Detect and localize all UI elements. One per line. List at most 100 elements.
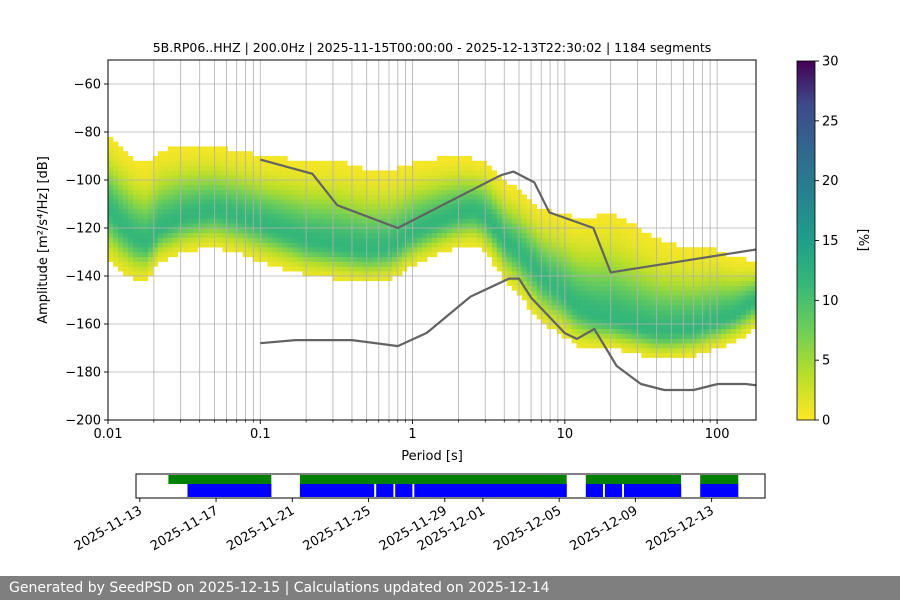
heatmap-cell [681, 352, 687, 358]
heatmap-cell [422, 218, 428, 224]
heatmap-cell [471, 189, 478, 195]
heatmap-cell [122, 165, 129, 171]
heatmap-cell [247, 232, 253, 238]
heatmap-cell [506, 242, 513, 248]
heatmap-cell [122, 237, 129, 243]
heatmap-cell [506, 189, 513, 195]
heatmap-cell [117, 223, 124, 229]
heatmap-cell [521, 261, 527, 267]
heatmap-cell [232, 199, 238, 205]
heatmap-cell [422, 194, 428, 200]
heatmap-cell [357, 276, 363, 282]
heatmap-cell [656, 319, 662, 325]
heatmap-cell [212, 189, 218, 195]
heatmap-cell [626, 295, 632, 301]
heatmap-cell [297, 261, 303, 267]
x-tick-label: 100 [705, 427, 730, 442]
heatmap-cell [686, 247, 692, 253]
heatmap-cell [531, 271, 537, 277]
heatmap-cell [576, 261, 582, 267]
heatmap-cell [112, 156, 119, 162]
heatmap-cell [212, 160, 218, 166]
heatmap-cell [297, 232, 303, 238]
heatmap-cell [108, 175, 114, 181]
heatmap-cell [337, 165, 343, 171]
heatmap-cell [347, 199, 353, 205]
heatmap-cell [142, 199, 149, 205]
heatmap-cell [621, 328, 627, 334]
heatmap-cell [746, 290, 752, 296]
heatmap-cell [312, 256, 318, 262]
heatmap-cell [651, 333, 657, 339]
heatmap-cell [521, 256, 527, 262]
heatmap-cell [706, 271, 712, 277]
heatmap-cell [461, 237, 468, 243]
heatmap-cell [681, 348, 687, 354]
heatmap-cell [187, 189, 194, 195]
heatmap-cell [367, 208, 373, 214]
heatmap-cell [422, 189, 428, 195]
heatmap-cell [476, 208, 483, 214]
heatmap-cell [601, 304, 607, 310]
heatmap-cell [586, 247, 592, 253]
heatmap-cell [576, 252, 582, 258]
heatmap-cell [422, 160, 428, 166]
heatmap-cell [392, 208, 398, 214]
heatmap-cell [601, 213, 607, 219]
heatmap-cell [157, 213, 164, 219]
heatmap-cell [342, 242, 348, 248]
heatmap-cell [476, 218, 483, 224]
heatmap-cell [591, 309, 597, 315]
heatmap-cell [337, 271, 343, 277]
heatmap-cell [342, 199, 348, 205]
heatmap-cell [312, 160, 318, 166]
heatmap-cell [606, 247, 612, 253]
heatmap-cell [736, 285, 742, 291]
heatmap-cell [202, 189, 208, 195]
heatmap-cell [422, 232, 428, 238]
heatmap-cell [696, 295, 702, 301]
heatmap-cell [317, 204, 323, 210]
heatmap-cell [496, 247, 503, 253]
heatmap-cell [506, 256, 513, 262]
heatmap-cell [167, 189, 174, 195]
heatmap-cell [157, 194, 164, 200]
heatmap-cell [432, 170, 438, 176]
heatmap-cell [292, 160, 298, 166]
heatmap-cell [392, 175, 398, 181]
curve-nhnm [260, 158, 756, 274]
heatmap-cell [392, 194, 398, 200]
heatmap-cell [332, 256, 338, 262]
psd-heatmap [108, 136, 756, 358]
heatmap-cell [656, 252, 662, 258]
heatmap-cell [536, 280, 542, 286]
heatmap-cell [561, 213, 567, 219]
heatmap-cell [471, 237, 478, 243]
heatmap-cell [352, 247, 358, 253]
heatmap-cell [207, 184, 213, 190]
heatmap-cell [571, 300, 577, 306]
heatmap-cell [681, 333, 687, 339]
heatmap-cell [681, 261, 687, 267]
heatmap-cell [412, 204, 418, 210]
heatmap-cell [387, 218, 393, 224]
heatmap-cell [486, 218, 493, 224]
heatmap-cell [182, 160, 189, 166]
heatmap-cell [427, 189, 433, 195]
heatmap-cell [526, 276, 532, 282]
heatmap-cell [417, 199, 423, 205]
heatmap-cell [706, 256, 712, 262]
heatmap-cell [422, 223, 428, 229]
heatmap-cell [656, 304, 662, 310]
heatmap-cell [521, 237, 527, 243]
heatmap-cell [616, 228, 622, 234]
heatmap-cell [546, 266, 552, 272]
heatmap-cell [696, 328, 702, 334]
grid [107, 60, 756, 421]
heatmap-cell [137, 228, 144, 234]
heatmap-cell [541, 213, 547, 219]
heatmap-cell [367, 204, 373, 210]
heatmap-cell [636, 304, 642, 310]
heatmap-cell [556, 314, 562, 320]
heatmap-cell [217, 204, 223, 210]
